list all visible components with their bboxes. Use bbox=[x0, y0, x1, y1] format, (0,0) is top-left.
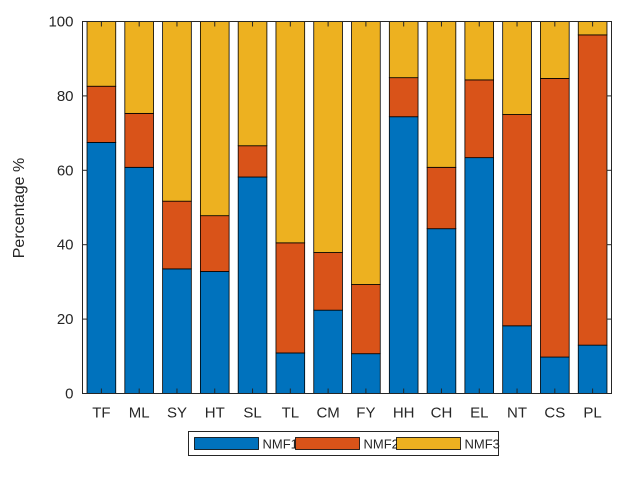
x-tick-label-sy: SY bbox=[167, 405, 187, 422]
bar-sl-nmf3 bbox=[237, 21, 268, 147]
bar-cs-nmf1 bbox=[540, 356, 570, 394]
legend-label-nmf2: NMF2 bbox=[364, 437, 399, 452]
bar-ml-nmf2 bbox=[124, 112, 154, 168]
x-tick-label-sl: SL bbox=[243, 405, 261, 422]
bar-cs-nmf3 bbox=[540, 21, 570, 79]
bar-tl-nmf3 bbox=[275, 21, 306, 244]
bar-ch-nmf1 bbox=[426, 228, 457, 394]
x-tick-label-nt: NT bbox=[507, 405, 527, 422]
plot-frame bbox=[82, 21, 612, 394]
x-tick-label-hh: HH bbox=[393, 405, 415, 422]
y-tick-label: 20 bbox=[57, 311, 74, 328]
x-tick-label-fy: FY bbox=[356, 405, 375, 422]
x-tick-label-cm: CM bbox=[316, 405, 339, 422]
bar-el-nmf1 bbox=[464, 157, 495, 394]
bar-fy-nmf2 bbox=[351, 284, 381, 355]
bar-sl-nmf2 bbox=[237, 145, 268, 178]
bar-ml-nmf3 bbox=[124, 21, 154, 114]
bar-nt-nmf3 bbox=[502, 21, 532, 115]
bar-sy-nmf3 bbox=[162, 21, 192, 202]
legend-swatch-nmf3[interactable] bbox=[396, 437, 461, 450]
bar-sl-nmf1 bbox=[237, 176, 268, 394]
bar-hh-nmf2 bbox=[388, 77, 419, 118]
bar-pl-nmf1 bbox=[577, 344, 608, 394]
y-tick-label: 100 bbox=[48, 14, 73, 31]
legend-label-nmf1: NMF1 bbox=[263, 437, 298, 452]
legend-swatch-nmf1[interactable] bbox=[194, 437, 259, 450]
y-tick-label: 60 bbox=[57, 162, 74, 179]
bar-ht-nmf2 bbox=[199, 215, 230, 272]
bar-cs-nmf2 bbox=[540, 78, 570, 358]
legend-swatch-nmf2[interactable] bbox=[295, 437, 360, 450]
bar-ht-nmf1 bbox=[199, 271, 230, 394]
bar-tf-nmf1 bbox=[86, 141, 117, 394]
bar-cm-nmf1 bbox=[313, 309, 343, 394]
bar-fy-nmf3 bbox=[351, 21, 381, 285]
y-axis-title: Percentage % bbox=[11, 158, 28, 259]
x-tick-label-cs: CS bbox=[544, 405, 565, 422]
bar-hh-nmf3 bbox=[388, 21, 419, 79]
bar-sy-nmf2 bbox=[162, 200, 192, 270]
bar-tf-nmf2 bbox=[86, 85, 117, 143]
x-tick-label-pl: PL bbox=[583, 405, 601, 422]
x-tick-label-tl: TL bbox=[282, 405, 300, 422]
bar-cm-nmf2 bbox=[313, 252, 343, 311]
x-tick-label-el: EL bbox=[470, 405, 488, 422]
bar-ch-nmf2 bbox=[426, 166, 457, 230]
y-tick-label: 40 bbox=[57, 237, 74, 254]
bar-cm-nmf3 bbox=[313, 21, 343, 253]
x-tick-label-tf: TF bbox=[92, 405, 110, 422]
bar-hh-nmf1 bbox=[388, 116, 419, 394]
y-axis: 0 20 40 60 80 100 bbox=[48, 14, 612, 403]
bar-sy-nmf1 bbox=[162, 268, 192, 394]
bar-fy-nmf1 bbox=[351, 353, 381, 394]
x-tick-label-ch: CH bbox=[431, 405, 453, 422]
bar-nt-nmf1 bbox=[502, 325, 532, 394]
bar-tl-nmf2 bbox=[275, 242, 306, 354]
bar-ch-nmf3 bbox=[426, 21, 457, 168]
bar-el-nmf3 bbox=[464, 21, 495, 81]
x-tick-label-ml: ML bbox=[129, 405, 150, 422]
y-tick-label: 0 bbox=[65, 386, 73, 403]
legend[interactable]: NMF1 NMF2 NMF3 bbox=[188, 431, 500, 456]
bar-tf-nmf3 bbox=[86, 21, 117, 87]
bar-ht-nmf3 bbox=[199, 21, 230, 217]
x-tick-label-ht: HT bbox=[205, 405, 225, 422]
y-tick-label: 80 bbox=[57, 88, 74, 105]
legend-label-nmf3: NMF3 bbox=[465, 437, 500, 452]
bar-pl-nmf2 bbox=[577, 34, 608, 346]
bar-ml-nmf1 bbox=[124, 166, 154, 394]
bar-nt-nmf2 bbox=[502, 114, 532, 327]
x-axis: TF ML SY HT SL TL CM FY HH CH EL NT CS PL bbox=[92, 21, 602, 422]
bar-el-nmf2 bbox=[464, 79, 495, 159]
bars-layer bbox=[86, 21, 608, 394]
bar-tl-nmf1 bbox=[275, 352, 306, 394]
